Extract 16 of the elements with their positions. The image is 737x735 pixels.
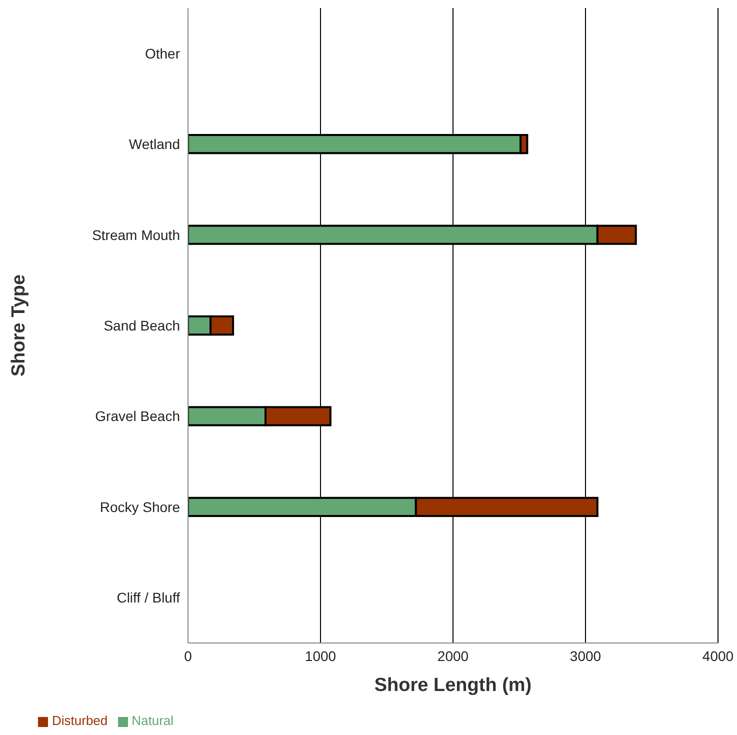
y-tick-label: Gravel Beach xyxy=(95,408,180,424)
x-axis-title: Shore Length (m) xyxy=(374,675,532,696)
y-axis-title: Shore Type xyxy=(8,274,30,377)
x-tick-label: 0 xyxy=(184,648,192,664)
y-tick-label: Sand Beach xyxy=(104,317,180,334)
x-tick-label: 1000 xyxy=(304,648,336,664)
y-tick-label: Wetland xyxy=(128,136,180,152)
y-tick-label: Other xyxy=(144,45,180,62)
y-tick-label: Rocky Shore xyxy=(100,498,180,515)
legend-label: Disturbed xyxy=(52,713,108,728)
x-tick-label: 3000 xyxy=(570,648,602,664)
y-tick-label: Cliff / Bluff xyxy=(116,590,180,606)
x-tick-label: 2000 xyxy=(437,648,469,664)
x-tick-label: 4000 xyxy=(702,648,734,664)
y-tick-label: Stream Mouth xyxy=(92,226,180,243)
legend-label: Natural xyxy=(132,713,174,728)
